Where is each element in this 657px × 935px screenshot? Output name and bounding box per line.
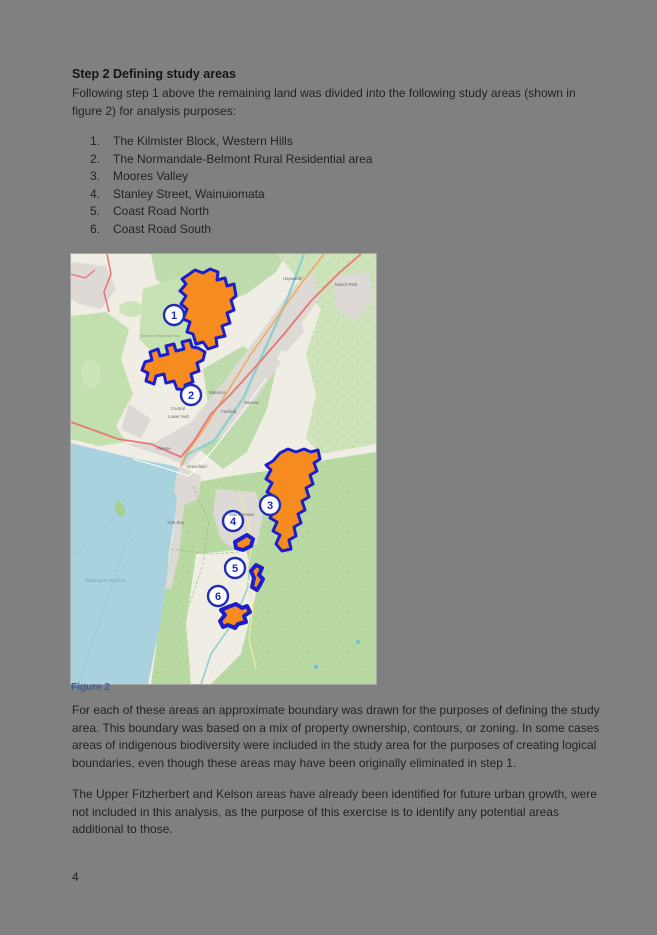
body-paragraph-1: For each of these areas an approximate b… — [72, 702, 600, 772]
list-item-label: The Normandale-Belmont Rural Residential… — [113, 151, 373, 166]
list-item-number: 6. — [90, 221, 101, 236]
list-item: 3. Moores Valley — [90, 168, 372, 186]
paragraph-line: not included in this analysis, as the pu… — [72, 804, 559, 819]
body-paragraph-2: The Upper Fitzherbert and Kelson areas h… — [72, 786, 597, 839]
paragraph-line: The Upper Fitzherbert and Kelson areas h… — [72, 787, 597, 801]
marker-4: 4 — [221, 509, 245, 533]
map-label-york-bay: York Bay — [167, 520, 185, 525]
map-label-naenae: Naenae — [244, 400, 260, 405]
page-number: 4 — [72, 870, 79, 884]
svg-text:6: 6 — [215, 591, 221, 603]
marker-6: 6 — [206, 584, 230, 608]
figure-map: 1 2 3 4 5 6 Wellington Harbour Petone Ce… — [70, 253, 377, 685]
study-area-6 — [218, 602, 252, 630]
list-item-number: 4. — [90, 186, 101, 201]
intro-line: figure 2) for analysis purposes: — [72, 103, 237, 118]
list-item-number: 2. — [90, 151, 101, 166]
study-area-polygons — [140, 267, 322, 630]
list-item-number: 1. — [90, 134, 101, 148]
intro-line: Following step 1 above the remaining lan… — [72, 86, 576, 100]
map-label-wainuiomata: Wainuiomata — [229, 512, 255, 517]
paragraph-line: areas of indigenous biodiversity were in… — [72, 738, 597, 752]
paragraph-line: boundaries, even though these areas may … — [72, 755, 517, 770]
section-heading: Step 2 Defining study areas — [72, 67, 236, 81]
paragraph-line: additional to those. — [72, 822, 173, 836]
map-label-petone: Petone — [157, 446, 171, 451]
paragraph-line: For each of these areas an approximate b… — [72, 703, 600, 717]
list-item: 4. Stanley Street, Wainuiomata — [90, 186, 372, 204]
list-item-number: 3. — [90, 169, 101, 183]
figure-caption: Figure 2 — [71, 682, 110, 693]
list-item: 2. The Normandale-Belmont Rural Resident… — [90, 151, 372, 169]
list-item: 6. Coast Road South — [90, 221, 372, 239]
svg-text:1: 1 — [171, 310, 177, 322]
list-item: 1. The Kilmister Block, Western Hills — [90, 133, 372, 151]
map-roads — [71, 254, 362, 670]
map-label-harbour: Wellington Harbour — [85, 578, 126, 584]
list-item-label: Stanley Street, Wainuiomata — [113, 186, 265, 201]
list-item-label: Coast Road South — [113, 221, 212, 236]
svg-text:2: 2 — [188, 390, 194, 402]
map-label-belmont-park: Belmont Regional Park — [141, 334, 180, 338]
map-markers: 1 2 3 4 5 6 — [162, 303, 282, 608]
marker-3: 3 — [258, 493, 282, 517]
study-area-list: 1. The Kilmister Block, Western Hills 2.… — [90, 133, 372, 238]
map-label-waterloo: Waterloo — [209, 390, 227, 395]
map-label-lower-hutt: Lower Hutt — [168, 414, 190, 419]
paragraph-line: area. This boundary was based on a mix o… — [72, 720, 600, 735]
list-item-label: Moores Valley — [113, 169, 189, 183]
map-pond — [313, 664, 319, 670]
list-item-label: Coast Road North — [113, 204, 210, 218]
map-pond — [356, 640, 360, 644]
map-label-gracefield: Gracefield — [187, 464, 207, 469]
study-area-4 — [233, 533, 255, 552]
study-area-3 — [264, 447, 322, 553]
svg-text:3: 3 — [267, 500, 273, 512]
study-area-1 — [178, 267, 238, 351]
map-park-boundaries — [170, 485, 240, 607]
map-island — [115, 501, 125, 517]
map-label-manor-park: Manor Park — [335, 282, 358, 287]
map-harbour-water — [71, 443, 181, 684]
list-item: 5. Coast Road North — [90, 203, 372, 221]
svg-text:5: 5 — [232, 563, 238, 575]
intro-paragraph: Following step 1 above the remaining lan… — [72, 85, 576, 120]
marker-1: 1 — [162, 303, 186, 327]
list-item-label: The Kilmister Block, Western Hills — [113, 134, 293, 148]
map-place-labels: Wellington Harbour Petone Central Lower … — [85, 276, 358, 584]
study-area-5 — [249, 563, 265, 592]
map-label-fairfield: Fairfield — [221, 409, 237, 414]
list-item-number: 5. — [90, 204, 101, 218]
svg-text:4: 4 — [230, 516, 237, 528]
study-area-2 — [140, 338, 207, 392]
map-svg: 1 2 3 4 5 6 Wellington Harbour Petone Ce… — [71, 254, 376, 684]
marker-5: 5 — [223, 556, 247, 580]
map-label-central: Central — [171, 406, 185, 411]
map-label-haywards: Haywards — [283, 276, 302, 281]
marker-2: 2 — [179, 383, 203, 407]
